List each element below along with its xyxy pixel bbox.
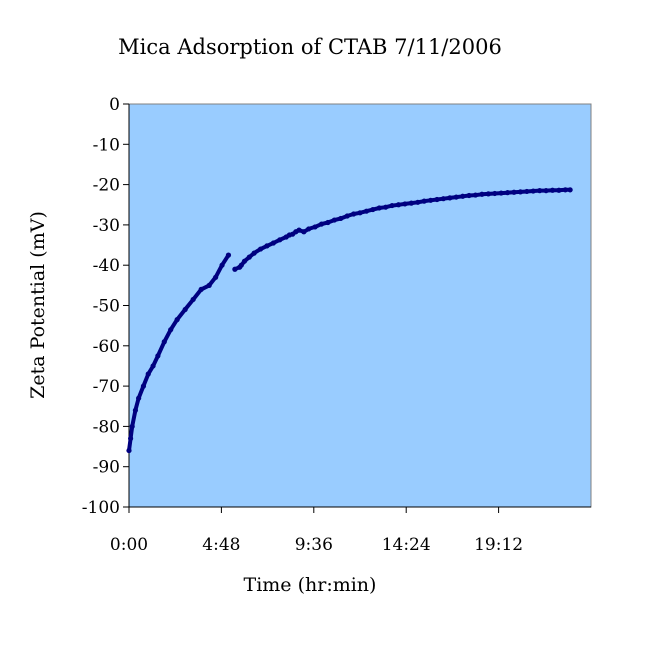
data-point (306, 226, 312, 232)
data-point (517, 189, 524, 195)
data-point (402, 201, 408, 207)
x-tick-label: 0:00 (110, 535, 148, 555)
data-point (383, 204, 389, 210)
plot-area (128, 103, 592, 508)
data-point (150, 363, 156, 369)
data-point (567, 187, 573, 193)
y-tick-label: -40 (93, 256, 120, 276)
data-point (140, 383, 147, 389)
data-point (270, 240, 276, 246)
data-point (251, 250, 257, 256)
data-point (440, 196, 447, 202)
data-point (395, 202, 402, 208)
data-point (338, 215, 344, 222)
data-point (427, 197, 434, 203)
data-point (511, 189, 517, 195)
data-point (132, 407, 139, 413)
y-tick-label: -10 (93, 135, 120, 155)
data-point (434, 196, 440, 203)
data-point (219, 262, 225, 268)
data-point (325, 219, 331, 226)
data-point (161, 339, 167, 345)
data-point (241, 258, 248, 264)
data-point (363, 208, 370, 214)
data-point (296, 227, 302, 233)
data-point (145, 371, 151, 377)
y-tick-label: 0 (109, 95, 120, 115)
data-point (174, 317, 180, 323)
y-axis-ticks: 0 -10 -20 -30 -40 -50 -60 -70 -80 -90 -100 (82, 95, 129, 518)
y-tick-label: -60 (93, 337, 120, 357)
y-tick-label: -20 (93, 176, 120, 196)
data-point (312, 224, 318, 230)
y-tick-label: -50 (93, 297, 120, 317)
data-point (408, 200, 414, 206)
data-point (350, 211, 357, 217)
data-point (198, 286, 204, 292)
data-point (530, 188, 536, 194)
data-point (168, 327, 174, 333)
x-tick-label: 4:48 (202, 535, 240, 555)
data-point (246, 254, 252, 260)
data-point (136, 395, 142, 401)
data-point (492, 190, 498, 197)
data-point (472, 192, 479, 198)
chart-title: Mica Adsorption of CTAB 7/11/2006 (118, 35, 502, 59)
y-tick-label: -100 (82, 498, 120, 518)
data-point (129, 423, 135, 429)
data-point (389, 202, 395, 209)
data-point (264, 243, 270, 249)
data-point (213, 274, 219, 280)
y-tick-label: -70 (93, 377, 120, 397)
data-point (485, 191, 491, 197)
data-point (370, 206, 376, 213)
data-point (301, 229, 307, 235)
y-axis-label: Zeta Potential (mV) (27, 211, 49, 399)
data-point (562, 187, 568, 193)
data-point (257, 246, 264, 252)
data-point (466, 192, 472, 199)
x-axis-ticks: 0:00 4:48 9:36 14:24 19:12 (110, 507, 523, 555)
data-point (357, 210, 363, 216)
y-tick-label: -30 (93, 216, 120, 236)
data-point (232, 266, 238, 272)
data-point (155, 353, 161, 359)
data-point (206, 282, 212, 288)
data-point (277, 237, 283, 243)
data-point (504, 190, 511, 196)
data-point (128, 435, 134, 442)
data-point (543, 188, 549, 194)
data-point (182, 306, 188, 313)
data-point (415, 199, 421, 205)
data-point (376, 205, 382, 211)
data-point (556, 187, 562, 193)
x-tick-label: 14:24 (382, 535, 431, 555)
data-series (126, 187, 573, 454)
data-point (238, 262, 244, 268)
data-point (549, 187, 556, 193)
data-point (460, 193, 466, 199)
data-point (318, 221, 325, 227)
x-tick-label: 9:36 (295, 535, 333, 555)
data-point (421, 198, 427, 204)
data-point (225, 252, 232, 258)
y-tick-label: -80 (93, 417, 120, 437)
x-axis-label: Time (hr:min) (244, 574, 377, 596)
x-tick-label: 19:12 (474, 535, 523, 555)
data-point (479, 191, 485, 197)
data-point (344, 213, 350, 219)
data-point (524, 188, 530, 195)
data-point (447, 195, 453, 201)
y-tick-label: -90 (93, 458, 120, 478)
data-point (126, 447, 132, 454)
data-point (537, 188, 543, 194)
data-point (331, 217, 337, 223)
data-point (190, 296, 196, 303)
data-point (498, 190, 504, 196)
data-point (453, 194, 459, 200)
